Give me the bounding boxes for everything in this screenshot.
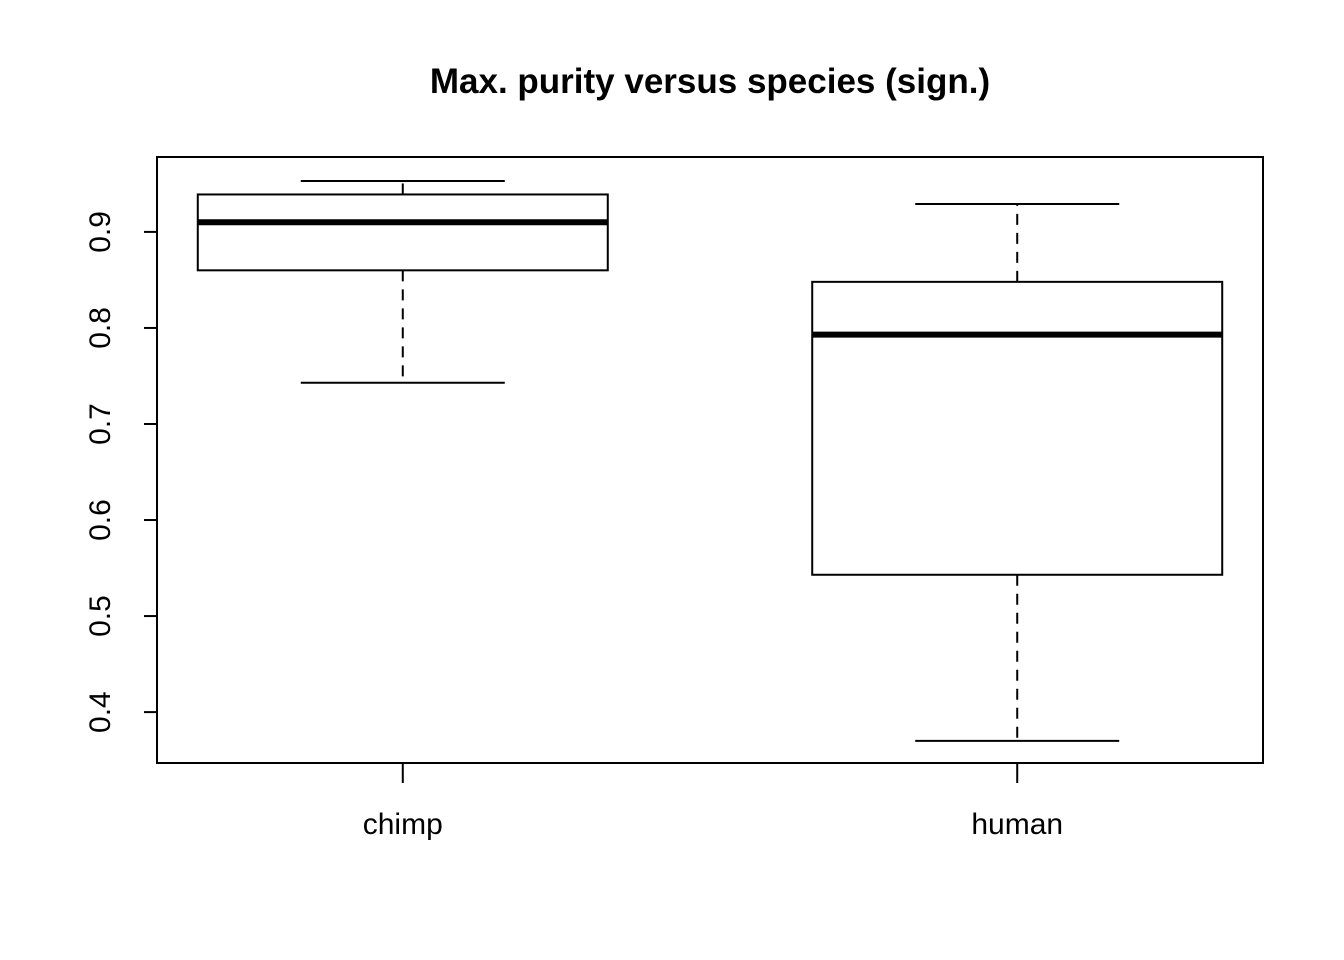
y-tick-label: 0.5	[84, 595, 117, 637]
x-tick-label: human	[971, 808, 1063, 841]
boxes-layer	[196, 180, 1224, 742]
box-iqr	[196, 193, 609, 272]
x-axis: chimp human	[363, 763, 1063, 841]
y-axis: 0.4 0.5 0.6 0.7 0.8 0.9	[84, 211, 157, 733]
y-tick-label: 0.6	[84, 499, 117, 541]
y-tick-label: 0.8	[84, 307, 117, 349]
x-tick-label: chimp	[363, 808, 443, 841]
box-human	[811, 203, 1224, 742]
plot-frame	[156, 156, 1264, 764]
chart-title: Max. purity versus species (sign.)	[430, 62, 990, 101]
y-tick-label: 0.7	[84, 403, 117, 445]
y-tick-label: 0.9	[84, 211, 117, 253]
box-chimp	[196, 180, 609, 384]
box-iqr	[811, 280, 1224, 576]
y-tick-label: 0.4	[84, 691, 117, 733]
